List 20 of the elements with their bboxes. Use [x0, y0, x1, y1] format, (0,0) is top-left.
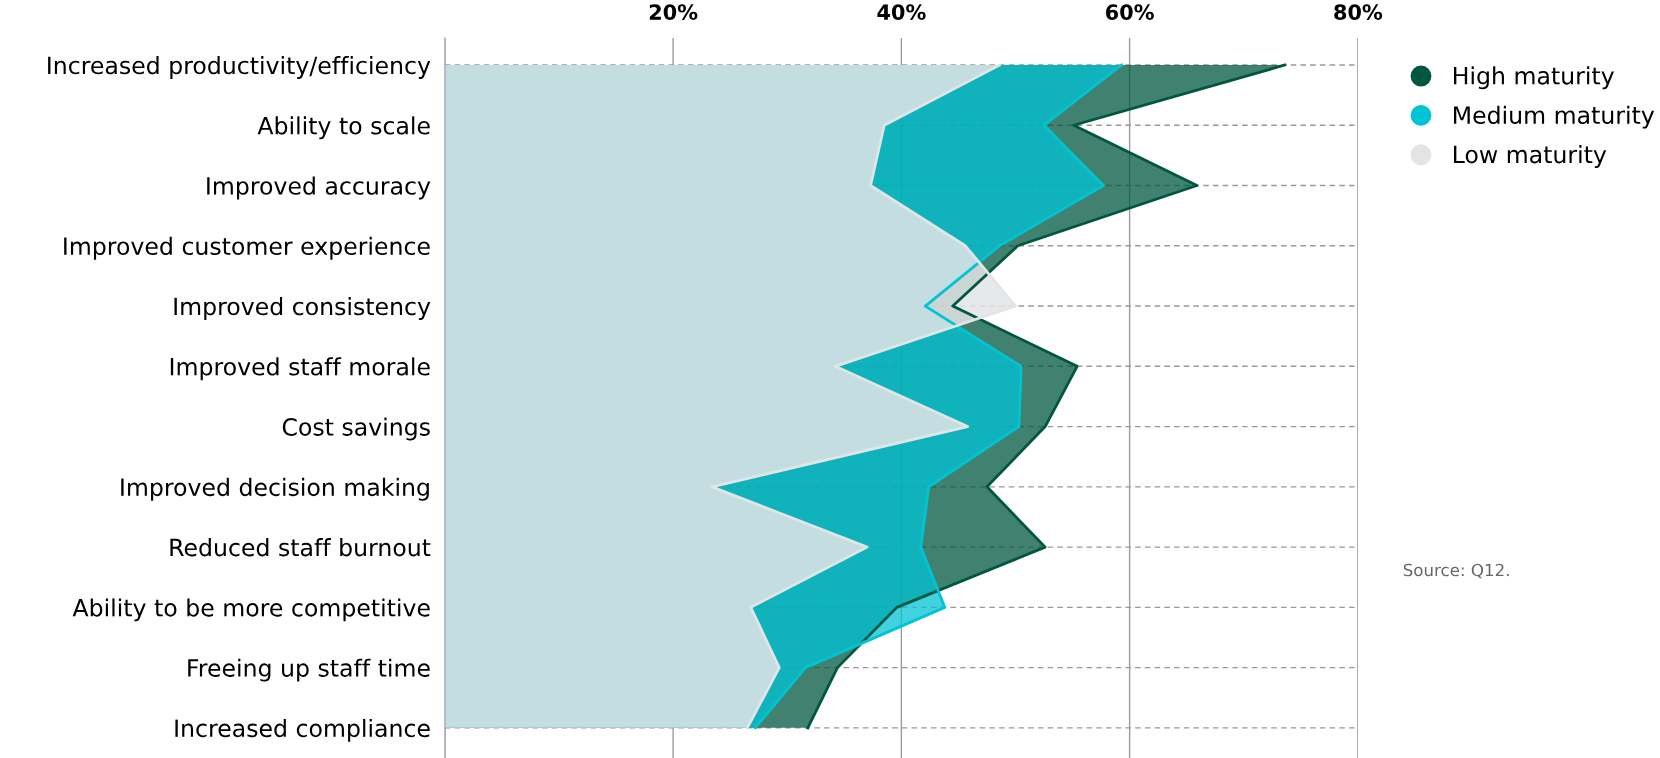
y-tick-label: Increased productivity/efficiency: [48, 56, 431, 79]
y-tick-label: Improved staff morale: [170, 357, 430, 381]
y-tick-label: Improved decision making: [121, 477, 429, 501]
x-tick-label: 80%: [1334, 4, 1383, 20]
x-tick-label: 60%: [1105, 4, 1154, 20]
source-note: Source: Q12.: [1403, 563, 1509, 579]
y-tick-label: Reduced staff burnout: [170, 538, 431, 557]
y-tick-label: Ability to scale: [257, 116, 430, 140]
y-tick-label: Increased compliance: [175, 718, 430, 742]
y-tick-label: Improved accuracy: [207, 176, 431, 200]
x-tick-label: 40%: [877, 4, 926, 20]
y-tick-label: Improved consistency: [174, 297, 431, 320]
legend-label: Medium maturity: [1454, 105, 1655, 129]
y-tick-label: Freeing up staff time: [188, 658, 430, 682]
legend-label: Low maturity: [1454, 145, 1607, 168]
y-tick-label: Improved customer experience: [64, 236, 430, 260]
y-tick-label: Ability to be more competitive: [72, 598, 430, 622]
legend-label: High maturity: [1454, 66, 1614, 90]
y-tick-label: Cost savings: [282, 417, 430, 441]
x-tick-label: 20%: [649, 4, 698, 20]
